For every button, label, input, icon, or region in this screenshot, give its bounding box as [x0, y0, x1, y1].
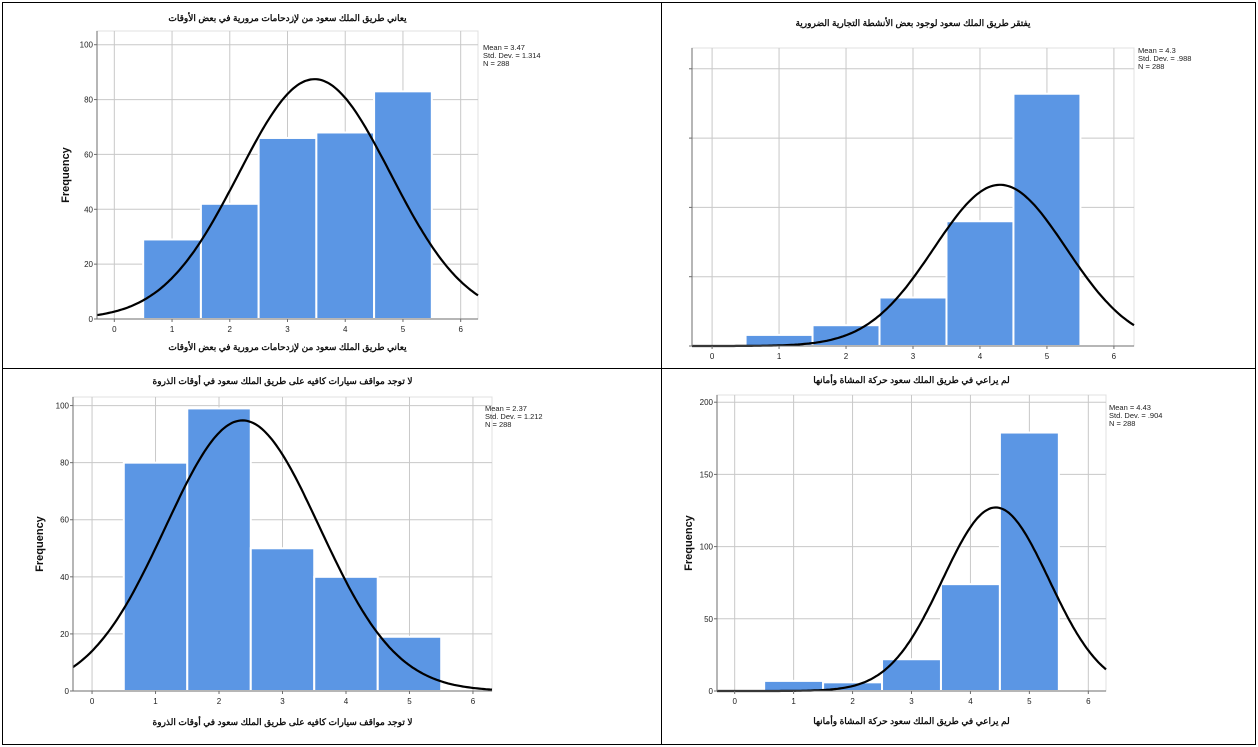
- histogram-bar: [199, 202, 260, 320]
- y-tick-label: 0: [89, 315, 94, 324]
- normal-curve: [72, 419, 493, 691]
- stats-line: N = 288: [485, 420, 511, 429]
- x-tick-label: 0: [710, 352, 715, 361]
- histogram-bar: [122, 461, 189, 692]
- stats-line: N = 288: [483, 59, 509, 68]
- chart-pedestrian-safety: 0 50 100 150 200 0 1 2 3 4 5 6 لم يراعي في طريق المل…: [683, 373, 1162, 727]
- x-tick-label: 2: [228, 325, 233, 334]
- y-tick-label: 20: [60, 630, 69, 639]
- y-tick-label: 100: [700, 543, 714, 552]
- y-tick-label: 150: [700, 470, 714, 479]
- y-tick-label: 100: [56, 402, 70, 411]
- histogram-bar: [945, 220, 1015, 347]
- stats-line: Mean = 4.3: [1138, 46, 1176, 55]
- y-tick-label: 0: [709, 687, 714, 696]
- y-tick-label: 60: [60, 516, 69, 525]
- x-tick-label: 3: [909, 697, 914, 706]
- x-tick-label: 2: [844, 352, 849, 361]
- chart-title: يعاني طريق الملك سعود من لإزدحامات مروري…: [168, 12, 407, 24]
- stats-line: Std. Dev. = 1.314: [483, 51, 541, 60]
- x-tick-label: 4: [343, 325, 348, 334]
- table-border-left: [2, 2, 3, 745]
- y-tick-label: 20: [84, 260, 93, 269]
- y-tick-label: 80: [60, 459, 69, 468]
- stats-line: Mean = 3.47: [483, 43, 525, 52]
- x-tick-label: 4: [344, 697, 349, 706]
- x-tick-label: 6: [458, 325, 463, 334]
- stats-line: Std. Dev. = .988: [1138, 54, 1191, 63]
- x-tick-label: 1: [153, 697, 158, 706]
- x-tick-label: 4: [968, 697, 973, 706]
- histogram-bar: [249, 547, 316, 692]
- chart-traffic-congestion: 0 20 40 60 80 100 0 1 2 3 4 5 6 يعاني طريق الملك سعود…: [60, 12, 541, 353]
- y-axis-label: Frequency: [683, 514, 695, 571]
- stats-line: Std. Dev. = 1.212: [485, 412, 543, 421]
- histogram-bar: [257, 136, 318, 320]
- y-tick-label: 100: [80, 41, 94, 50]
- x-tick-label: 0: [112, 325, 117, 334]
- x-tick-label: 2: [850, 697, 855, 706]
- x-tick-label: 1: [170, 325, 175, 334]
- y-tick-label: 60: [84, 150, 93, 159]
- chart-commercial-activities: 0 1 2 3 4 5 6 يفتقر طريق الملك سعود لوجود بعض ا…: [689, 17, 1191, 361]
- x-tick-label: 3: [285, 325, 290, 334]
- y-tick-label: 0: [65, 687, 70, 696]
- table-border-middle-horizontal: [2, 368, 1256, 369]
- x-tick-label: 0: [90, 697, 95, 706]
- x-tick-label: 3: [911, 352, 916, 361]
- x-tick-label: 0: [732, 697, 737, 706]
- y-tick-label: 200: [700, 398, 714, 407]
- histogram-bar: [186, 407, 252, 692]
- chart-parking-shortage: 0 20 40 60 80 100 0 1 2 3 4 5 6 لا توجد مواقف سيارات …: [34, 374, 543, 728]
- x-tick-label: 5: [407, 697, 412, 706]
- table-border-top: [2, 2, 1256, 3]
- y-axis-label: Frequency: [34, 515, 46, 572]
- table-border-bottom: [2, 744, 1256, 745]
- x-axis-label: يعاني طريق الملك سعود من لإزدحامات مروري…: [168, 341, 407, 353]
- histogram-bar: [313, 575, 379, 692]
- histogram-bar: [373, 90, 433, 321]
- chart-title: لم يراعي في طريق الملك سعود حركة المشاة …: [813, 373, 1010, 386]
- x-tick-label: 1: [777, 352, 782, 361]
- x-tick-label: 6: [1112, 352, 1117, 361]
- stats-line: Std. Dev. = .904: [1109, 411, 1162, 420]
- chart-title: يفتقر طريق الملك سعود لوجود بعض الأنشطة …: [795, 17, 1031, 29]
- normal-curve: [96, 78, 479, 317]
- histogram-bar: [315, 131, 376, 320]
- x-tick-label: 3: [280, 697, 285, 706]
- x-tick-label: 2: [217, 697, 222, 706]
- chart-title: لا توجد مواقف سيارات كافيه على طريق المل…: [153, 374, 413, 387]
- y-tick-label: 50: [704, 615, 713, 624]
- x-axis-label: لم يراعي في طريق الملك سعود حركة المشاة …: [813, 714, 1010, 727]
- stats-line: Mean = 4.43: [1109, 403, 1151, 412]
- y-axis-label: Frequency: [60, 146, 72, 203]
- x-tick-label: 1: [791, 697, 796, 706]
- stats-line: N = 288: [1109, 419, 1135, 428]
- table-border-middle-vertical: [661, 2, 662, 745]
- table-border-right: [1255, 2, 1256, 745]
- x-tick-label: 5: [1027, 697, 1032, 706]
- y-tick-label: 40: [60, 573, 69, 582]
- x-tick-label: 6: [1086, 697, 1091, 706]
- x-tick-label: 5: [401, 325, 406, 334]
- histogram-bar: [939, 583, 1001, 692]
- stats-line: N = 288: [1138, 62, 1164, 71]
- x-tick-label: 5: [1045, 352, 1050, 361]
- x-tick-label: 6: [471, 697, 476, 706]
- y-tick-label: 40: [84, 205, 93, 214]
- histogram-bar: [998, 431, 1060, 692]
- x-tick-label: 4: [978, 352, 983, 361]
- y-tick-label: 80: [84, 96, 93, 105]
- stats-line: Mean = 2.37: [485, 404, 527, 413]
- x-axis-label: لا توجد مواقف سيارات كافيه على طريق المل…: [153, 715, 413, 728]
